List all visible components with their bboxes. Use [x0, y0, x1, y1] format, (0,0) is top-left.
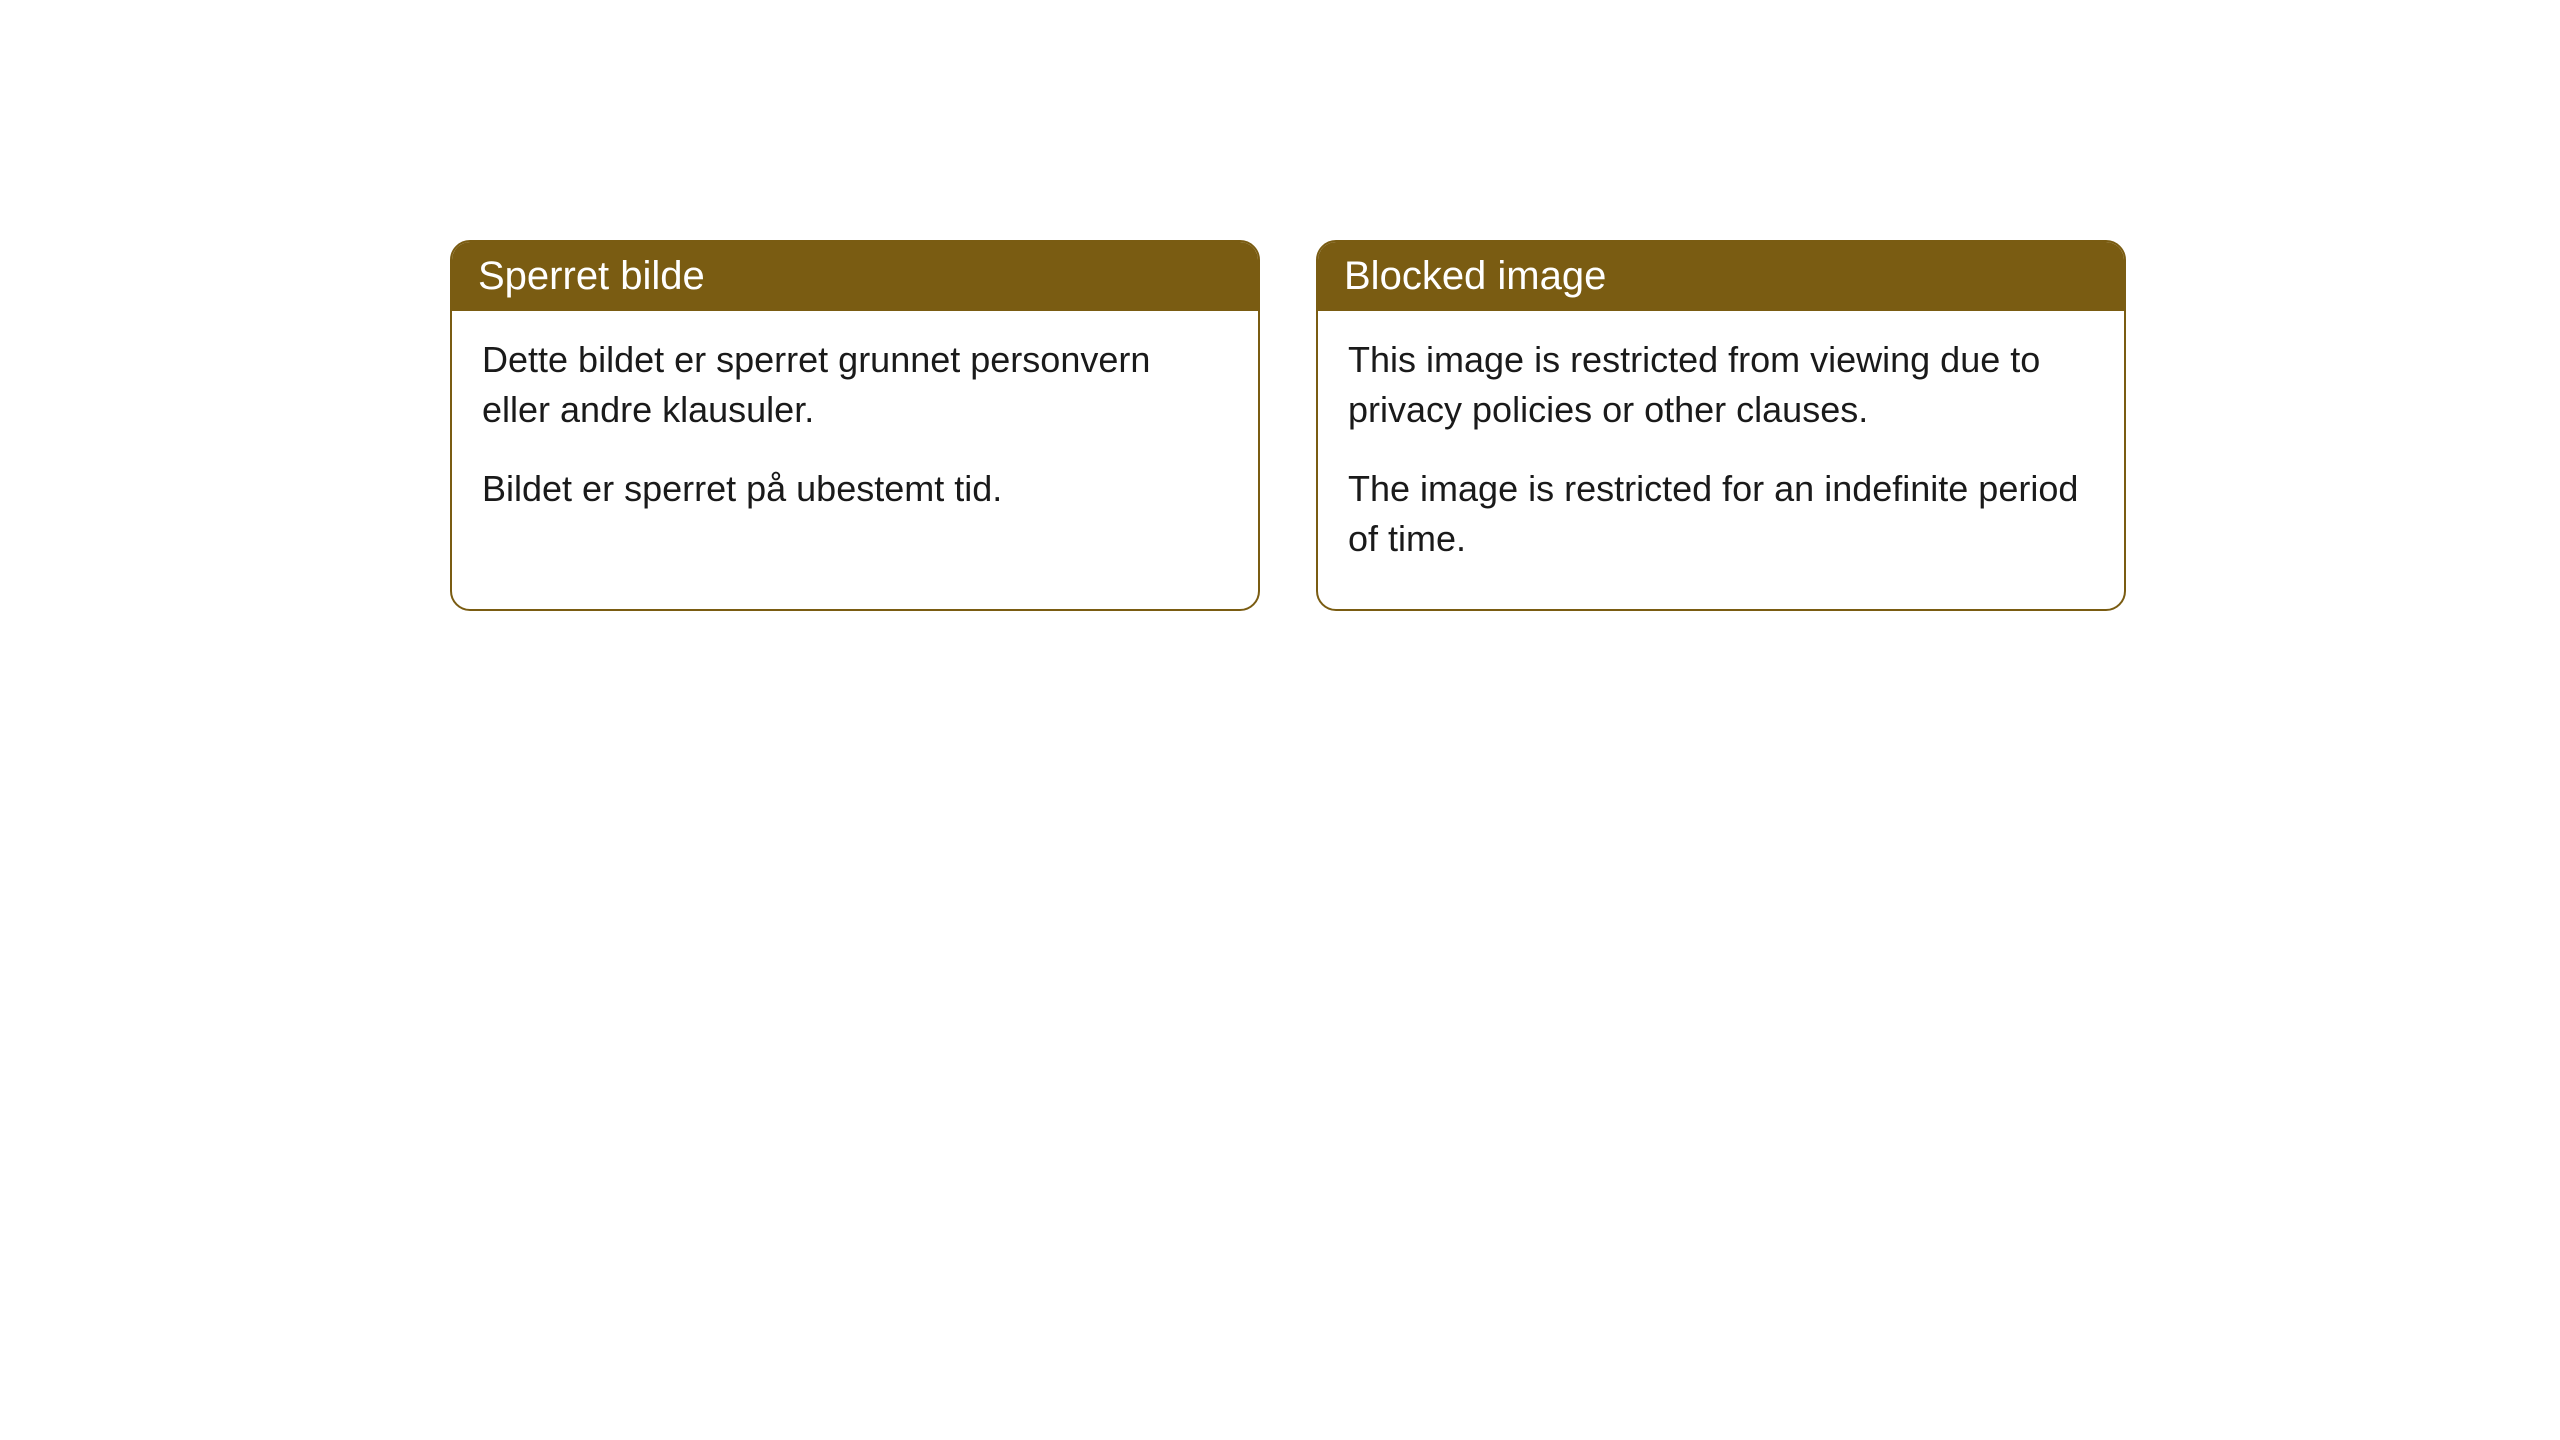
notice-cards-container: Sperret bilde Dette bildet er sperret gr…: [450, 240, 2126, 611]
blocked-image-card-english: Blocked image This image is restricted f…: [1316, 240, 2126, 611]
notice-paragraph: Bildet er sperret på ubestemt tid.: [482, 464, 1228, 514]
card-header: Blocked image: [1318, 242, 2124, 311]
notice-paragraph: The image is restricted for an indefinit…: [1348, 464, 2094, 565]
card-title: Blocked image: [1344, 254, 1606, 298]
card-title: Sperret bilde: [478, 254, 705, 298]
blocked-image-card-norwegian: Sperret bilde Dette bildet er sperret gr…: [450, 240, 1260, 611]
card-header: Sperret bilde: [452, 242, 1258, 311]
card-body: Dette bildet er sperret grunnet personve…: [452, 311, 1258, 558]
card-body: This image is restricted from viewing du…: [1318, 311, 2124, 609]
notice-paragraph: Dette bildet er sperret grunnet personve…: [482, 335, 1228, 436]
notice-paragraph: This image is restricted from viewing du…: [1348, 335, 2094, 436]
